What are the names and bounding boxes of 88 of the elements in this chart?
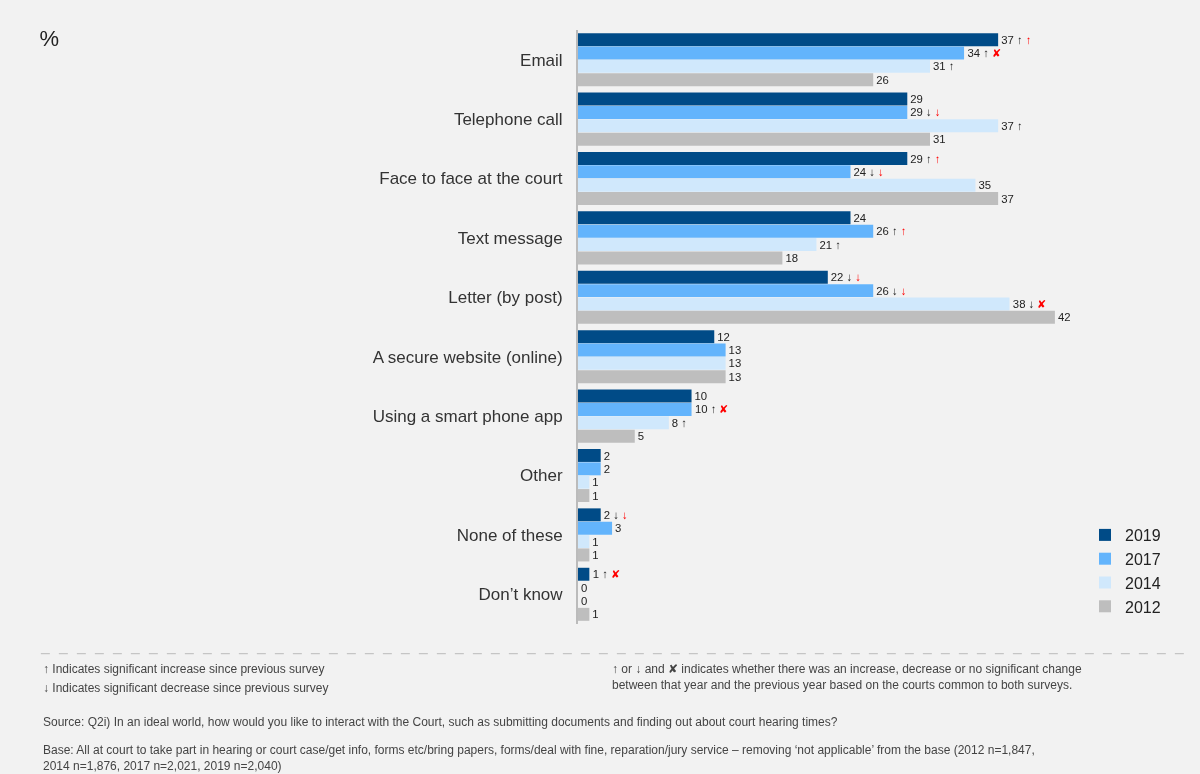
data-label: 2 (603, 462, 611, 475)
bar (578, 59, 930, 73)
data-label: 24 ↓ ↓ (853, 165, 884, 178)
legend-label: 2014 (1125, 574, 1161, 592)
data-label: 21 ↑ (819, 238, 841, 251)
y-tick-label: Email (520, 50, 563, 70)
source-note: Source: Q2i) In an ideal world, how would you like to interact with the Court, such as submitting documents and finding out about court hearing times? (43, 715, 838, 729)
bar (578, 402, 692, 416)
text: Base: All at court to take part in hearing or court case/get info, forms etc/bring papers, forms/deal with fine, reparation/jury service – removing ‘not applicable’ from the base (2012 n=1,847, 2014 n=1,876, 2017 n=2,021, 2019 n=2,040) (43, 743, 1035, 773)
bar (578, 356, 726, 370)
data-label: 10 (694, 390, 708, 403)
data-label: 31 ↑ (933, 60, 955, 73)
bar (578, 46, 965, 60)
bar (578, 151, 908, 165)
y-tick-label: Telephone call (453, 110, 563, 130)
bar (578, 521, 613, 535)
text: ↓ Indicates significant decrease since previous survey (43, 681, 329, 695)
bar (578, 270, 828, 284)
data-label: 3 (615, 522, 622, 535)
y-tick-label: Other (520, 466, 563, 486)
y-tick-label: A secure website (online) (372, 347, 563, 367)
y-tick-label: Letter (by post) (448, 288, 563, 308)
bar (578, 92, 908, 106)
data-label: 13 (728, 344, 742, 357)
data-label: 18 (785, 252, 798, 264)
bar (578, 33, 999, 47)
data-label: 1 ↑ ✘ (592, 568, 620, 581)
legend-label: 2017 (1125, 550, 1161, 568)
data-label: 13 (728, 370, 742, 383)
data-label: 37 (1001, 192, 1014, 205)
data-label: 37 ↑ ↑ (1001, 33, 1032, 46)
data-label: 1 (592, 489, 599, 502)
y-tick-label: Text message (457, 228, 563, 248)
data-label: 38 ↓ ✘ (1012, 298, 1047, 311)
bar (578, 343, 726, 357)
data-label: 24 (853, 211, 867, 224)
bar (578, 330, 715, 344)
bar (578, 119, 999, 133)
data-label: 26 ↓ ↓ (876, 284, 907, 297)
y-tick-label: None of these (456, 525, 563, 545)
y-tick-label: Face to face at the court (379, 169, 563, 189)
y-tick-label: Using a smart phone app (372, 407, 563, 427)
data-label: 29 (910, 93, 923, 106)
text: % (39, 26, 60, 52)
data-label: 22 ↓ ↓ (830, 271, 862, 284)
data-label: 0 (581, 581, 588, 594)
data-label: 2 (603, 449, 611, 462)
bar (578, 211, 851, 225)
bar (578, 178, 976, 192)
bar (578, 416, 669, 430)
data-label: 12 (717, 330, 730, 343)
data-label: 8 ↑ (671, 416, 687, 429)
data-label: 42 (1057, 311, 1071, 324)
data-label: 37 ↑ (1001, 119, 1023, 132)
bar (578, 238, 817, 252)
data-label: 1 (592, 549, 599, 561)
data-label: 1 (592, 608, 599, 621)
data-label: 29 ↓ ↓ (910, 106, 941, 119)
data-label: 1 (592, 476, 599, 489)
legend-label: 2012 (1125, 598, 1161, 616)
data-label: 34 ↑ ✘ (967, 47, 1001, 60)
y-tick-label: Don’t know (478, 585, 564, 605)
bar (578, 105, 908, 119)
data-label: 1 (592, 535, 599, 548)
bar (578, 224, 874, 238)
bar (578, 389, 692, 403)
bar (578, 475, 590, 489)
text: ↑ or ↓ and ✘ indicates whether there was an increase, decrease or no significant change between that year and the previous year based on the courts common to both surveys. (612, 662, 1082, 692)
data-label: 0 (581, 595, 588, 608)
data-label: 10 ↑ ✘ (694, 403, 729, 416)
bar (578, 508, 601, 522)
data-label: 13 (728, 357, 742, 370)
data-label: 5 (637, 430, 645, 443)
data-label: 35 (978, 179, 992, 192)
data-label: 26 ↑ ↑ (876, 225, 907, 238)
bar (578, 462, 601, 476)
data-label: 26 (876, 73, 889, 86)
bar (578, 448, 601, 462)
bar (578, 284, 874, 298)
bar (578, 535, 590, 549)
data-label: 2 ↓ ↓ (603, 508, 628, 521)
data-label: 31 (933, 133, 946, 146)
data-label: 29 ↑ ↑ (910, 152, 941, 165)
bar (578, 165, 851, 179)
bar (578, 567, 590, 581)
legend-label: 2019 (1125, 527, 1161, 545)
text: ↑ Indicates significant increase since previous survey (43, 662, 325, 676)
bar (578, 297, 1010, 311)
